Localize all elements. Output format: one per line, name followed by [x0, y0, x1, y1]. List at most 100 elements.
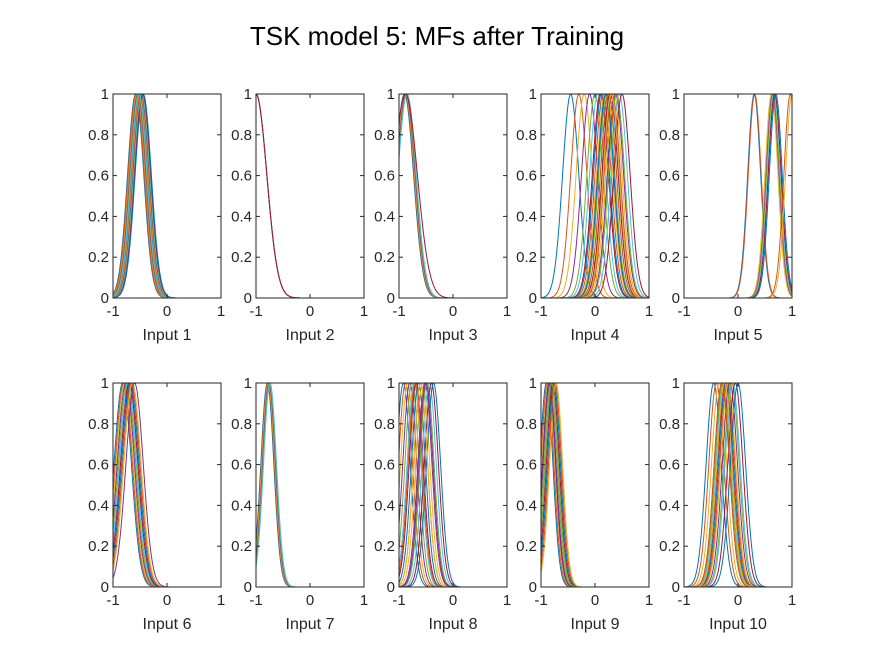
mf-curve	[541, 383, 649, 587]
mf-curve	[541, 383, 649, 587]
mf-curves	[256, 383, 364, 587]
y-tick-label: 0.8	[88, 127, 109, 144]
x-tick-label: 1	[503, 303, 511, 320]
x-tick-label: -1	[249, 592, 262, 609]
y-tick-label: 1	[101, 375, 109, 392]
mf-curve	[684, 94, 792, 298]
mf-curves	[256, 94, 364, 298]
y-tick-label: 0.2	[516, 249, 537, 266]
y-tick-label: 0.4	[516, 497, 537, 514]
mf-curve	[113, 383, 221, 587]
y-tick-label: 0.2	[659, 538, 680, 555]
y-tick-label: 0.2	[516, 538, 537, 555]
x-tick-label: 1	[503, 592, 511, 609]
y-tick-label: 0.8	[659, 416, 680, 433]
mf-curve	[256, 383, 364, 587]
y-tick-label: 0	[529, 290, 537, 307]
y-tick-label: 0.4	[231, 497, 252, 514]
mf-curve	[541, 383, 649, 587]
mf-curve	[684, 383, 792, 587]
y-tick-label: 0.6	[516, 457, 537, 474]
y-tick-label: 1	[244, 375, 252, 392]
mf-curve	[541, 94, 649, 298]
mf-curve	[399, 94, 507, 298]
chart-title: TSK model 5: MFs after Training	[250, 21, 624, 51]
x-tick-label: 1	[645, 592, 653, 609]
x-tick-label: 0	[449, 592, 457, 609]
x-axis-label: Input 9	[571, 616, 620, 633]
mf-curve	[399, 94, 507, 298]
mf-curve	[256, 383, 364, 587]
mf-curve	[684, 94, 792, 298]
y-tick-label: 0.2	[374, 538, 395, 555]
mf-curve	[541, 94, 649, 298]
y-tick-label: 1	[387, 86, 395, 103]
x-tick-label: 1	[645, 303, 653, 320]
y-tick-label: 0.4	[88, 497, 109, 514]
y-tick-label: 0.4	[516, 208, 537, 225]
mf-curve	[541, 94, 649, 298]
x-tick-label: 1	[217, 303, 225, 320]
y-tick-label: 0.2	[231, 538, 252, 555]
y-tick-label: 0	[529, 579, 537, 596]
x-axis-label: Input 7	[286, 616, 335, 633]
y-tick-label: 0.8	[231, 416, 252, 433]
x-tick-label: 0	[734, 592, 742, 609]
x-tick-label: -1	[534, 592, 547, 609]
y-tick-label: 0.4	[659, 497, 680, 514]
x-tick-label: -1	[106, 592, 119, 609]
x-axis-label: Input 3	[429, 327, 478, 344]
y-tick-label: 0.4	[374, 497, 395, 514]
y-tick-label: 0.4	[374, 208, 395, 225]
mf-curve	[684, 383, 792, 587]
x-tick-label: 1	[788, 592, 796, 609]
mf-curve	[541, 383, 649, 587]
mf-curve	[684, 383, 792, 587]
mf-curve	[541, 383, 649, 587]
x-tick-label: 0	[591, 592, 599, 609]
x-tick-label: -1	[392, 592, 405, 609]
mf-curve	[684, 383, 792, 587]
y-tick-label: 0.2	[88, 538, 109, 555]
mf-curve	[541, 383, 649, 587]
mf-curve	[541, 94, 649, 298]
y-tick-label: 0.2	[231, 249, 252, 266]
y-tick-label: 0.2	[88, 249, 109, 266]
y-tick-label: 0.2	[659, 249, 680, 266]
mf-curve	[399, 383, 507, 587]
x-tick-label: 1	[217, 592, 225, 609]
y-tick-label: 0.6	[516, 168, 537, 185]
y-tick-label: 0.6	[374, 168, 395, 185]
x-tick-label: 0	[591, 303, 599, 320]
y-tick-label: 0.6	[659, 168, 680, 185]
x-tick-label: -1	[106, 303, 119, 320]
x-tick-label: 0	[163, 303, 171, 320]
x-axis-label: Input 10	[709, 616, 767, 633]
y-tick-label: 0.8	[516, 127, 537, 144]
x-tick-label: 0	[306, 592, 314, 609]
x-axis-label: Input 1	[143, 327, 192, 344]
y-tick-label: 0	[387, 579, 395, 596]
x-axis-label: Input 8	[429, 616, 478, 633]
y-tick-label: 0.8	[659, 127, 680, 144]
mf-curve	[399, 94, 507, 298]
x-tick-label: -1	[677, 592, 690, 609]
x-tick-label: -1	[677, 303, 690, 320]
mf-curve	[541, 383, 649, 587]
mf-curve	[541, 94, 649, 298]
mf-curve	[684, 94, 792, 298]
mf-curves	[541, 383, 649, 587]
mf-curve	[399, 383, 507, 587]
y-tick-label: 0.4	[88, 208, 109, 225]
mf-curve	[541, 383, 649, 587]
x-tick-label: -1	[534, 303, 547, 320]
x-tick-label: 0	[449, 303, 457, 320]
